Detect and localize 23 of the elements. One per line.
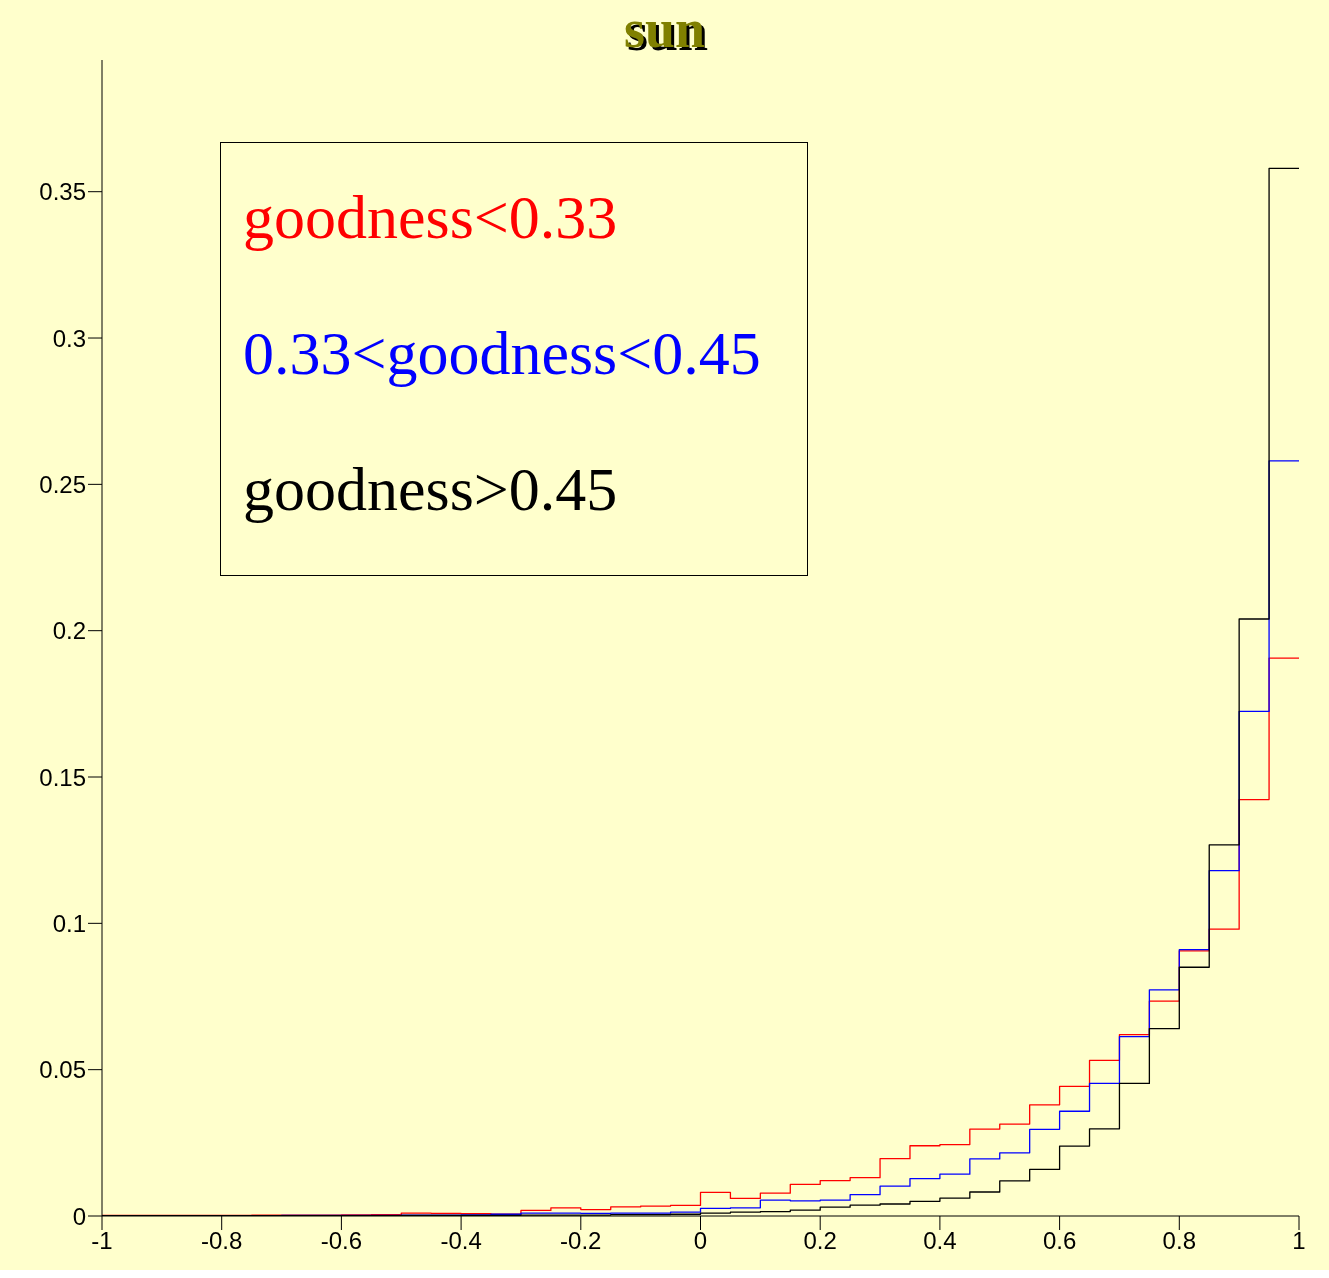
x-tick-label: -0.8 <box>201 1227 243 1255</box>
y-tick-label: 0.35 <box>39 178 86 206</box>
x-tick-label: 0.8 <box>1162 1227 1196 1255</box>
x-tick-label: -0.6 <box>320 1227 363 1255</box>
y-tick-label: 0.3 <box>52 324 86 352</box>
y-tick-label: 0.05 <box>39 1056 86 1084</box>
x-tick-label: 0.6 <box>1042 1227 1077 1255</box>
text: goodness<0.33 <box>243 182 619 253</box>
x-tick-label: -0.2 <box>560 1227 602 1255</box>
y-tick-label: 0.2 <box>52 617 86 645</box>
y-tick-label: 0.15 <box>39 763 86 791</box>
x-tick-label: -0.4 <box>440 1227 482 1255</box>
x-tick-label: 0.2 <box>803 1227 837 1255</box>
text: 0.33<goodness<0.45 <box>243 318 761 389</box>
y-tick-label: 0.1 <box>52 909 86 937</box>
y-tick-label: 0 <box>72 1202 86 1230</box>
x-tick-label: 0.4 <box>923 1227 957 1255</box>
text: goodness>0.45 <box>243 454 619 525</box>
chart-title: sun <box>622 0 707 59</box>
x-tick-label: -1 <box>91 1227 113 1255</box>
x-tick-label: 0 <box>693 1227 708 1255</box>
y-tick-label: 0.25 <box>39 470 86 498</box>
x-tick-label: 1 <box>1292 1227 1306 1255</box>
